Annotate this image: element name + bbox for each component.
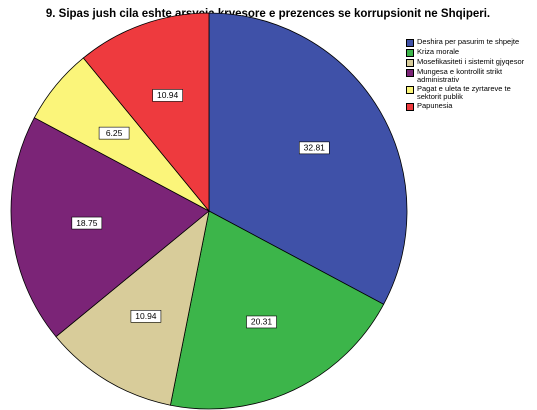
legend-label: Kriza morale — [417, 47, 460, 56]
legend-item: Pagat e uleta te zyrtareve te sektorit p… — [406, 85, 534, 101]
legend-label: Mungesa e kontrollit strikt administrati… — [417, 67, 503, 84]
value-label: 10.94 — [135, 311, 157, 321]
legend-item: Deshira per pasurim te shpejte — [406, 38, 534, 47]
value-label-box — [298, 141, 330, 155]
pie-slice — [169, 210, 385, 410]
pie-slice — [82, 12, 210, 213]
legend-swatch — [406, 39, 414, 47]
legend-label: Pagat e uleta te zyrtareve te sektorit p… — [417, 84, 511, 101]
legend-label: Papunesia — [417, 101, 453, 110]
legend-swatch — [406, 86, 414, 94]
legend-swatch — [406, 49, 414, 57]
value-label-box — [71, 216, 103, 230]
legend: Deshira per pasurim te shpejte Kriza mora… — [406, 38, 534, 112]
value-label-box — [130, 310, 162, 323]
value-label: 18.75 — [76, 218, 98, 228]
value-label: 20.31 — [251, 317, 273, 327]
value-label-box — [246, 315, 277, 329]
legend-swatch — [406, 69, 414, 77]
chart-title: 9. Sipas jush cila eshte arsyeja kryesor… — [46, 8, 490, 20]
value-label-box — [98, 126, 130, 140]
legend-item: Papunesia — [406, 102, 534, 111]
pie-slice — [10, 117, 210, 338]
pie-slice — [55, 209, 210, 406]
legend-swatch — [406, 59, 414, 67]
legend-label: Mosefikasiteti i sistemit gjyqesor — [417, 57, 525, 66]
value-label-box — [152, 89, 183, 102]
value-label: 32.81 — [304, 143, 326, 153]
pie-slice — [208, 12, 408, 305]
legend-item: Mungesa e kontrollit strikt administrati… — [406, 68, 534, 84]
legend-label: Deshira per pasurim te shpejte — [417, 37, 520, 46]
value-label: 6.25 — [106, 128, 123, 138]
value-label: 10.94 — [157, 90, 179, 100]
legend-swatch — [406, 103, 414, 111]
legend-item: Kriza morale — [406, 48, 534, 57]
legend-item: Mosefikasiteti i sistemit gjyqesor — [406, 58, 534, 67]
